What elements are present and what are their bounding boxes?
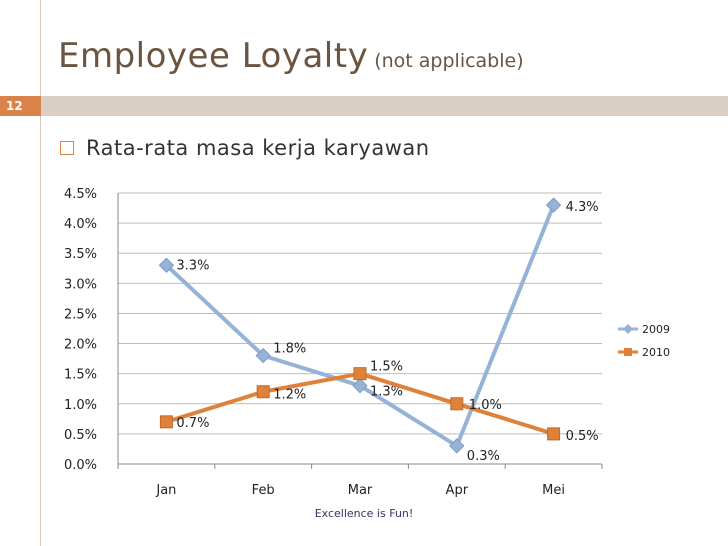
legend-label-2010: 2010 — [642, 346, 670, 359]
legend-label-2009: 2009 — [642, 323, 670, 336]
y-tick-label: 3.5% — [64, 247, 97, 262]
y-tick-label: 0.0% — [64, 458, 97, 473]
data-label-2009: 4.3% — [566, 200, 599, 215]
data-point-2009 — [158, 257, 175, 273]
data-point-2010 — [547, 427, 561, 441]
data-label-2010: 1.5% — [370, 360, 403, 375]
data-label-2009: 1.8% — [273, 342, 306, 357]
legend-marker-2009 — [623, 324, 633, 334]
data-point-2009 — [449, 438, 465, 454]
bullet-item: Rata-rata masa kerja karyawan — [60, 136, 430, 160]
square-bullet-icon — [60, 141, 74, 155]
legend-marker-2010 — [624, 348, 632, 356]
data-point-2010 — [450, 397, 464, 411]
slide-number-box — [0, 96, 41, 116]
data-label-2010: 0.7% — [176, 416, 209, 431]
data-label-2009: 3.3% — [176, 258, 209, 273]
data-point-2009 — [255, 347, 271, 364]
x-tick-label: Feb — [252, 483, 275, 498]
data-label-2010: 1.2% — [273, 388, 306, 403]
x-tick-label: Jan — [155, 483, 176, 498]
x-tick-label: Mar — [348, 483, 373, 498]
y-tick-label: 2.5% — [64, 307, 97, 322]
bullet-text: Rata-rata masa kerja karyawan — [86, 136, 430, 160]
slide-subtitle: (not applicable) — [374, 50, 524, 72]
data-label-2009: 0.3% — [467, 449, 500, 464]
x-tick-label: Apr — [446, 483, 469, 498]
left-border-line — [40, 0, 41, 546]
title-area: Employee Loyalty (not applicable) — [58, 36, 524, 76]
data-label-2010: 1.0% — [469, 398, 502, 413]
y-tick-label: 4.0% — [64, 217, 97, 232]
data-point-2010 — [353, 367, 367, 381]
y-tick-label: 3.0% — [64, 277, 97, 292]
y-tick-label: 1.0% — [64, 398, 97, 413]
x-tick-label: Mei — [542, 483, 565, 498]
data-point-2009 — [352, 378, 368, 394]
slide-title: Employee Loyalty — [58, 36, 369, 76]
y-tick-label: 1.5% — [64, 368, 97, 383]
data-point-2009 — [545, 197, 562, 213]
slide-header-bar — [41, 96, 728, 116]
data-label-2010: 0.5% — [566, 429, 599, 444]
y-tick-label: 4.5% — [64, 187, 97, 202]
footer-text: Excellence is Fun! — [314, 507, 414, 520]
y-tick-label: 2.0% — [64, 338, 97, 353]
slide-number: 12 — [6, 99, 23, 113]
y-tick-label: 0.5% — [64, 428, 97, 443]
data-point-2010 — [159, 415, 173, 429]
data-point-2010 — [256, 385, 270, 399]
data-label-2009: 1.3% — [370, 385, 403, 400]
